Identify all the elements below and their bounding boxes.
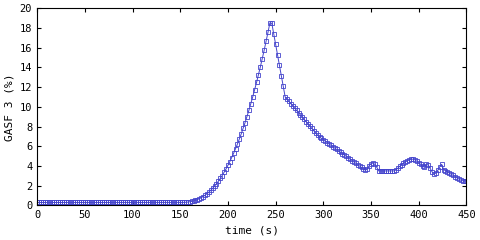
Y-axis label: GASF 3 (%): GASF 3 (%) <box>4 73 14 141</box>
X-axis label: time (s): time (s) <box>225 226 279 236</box>
